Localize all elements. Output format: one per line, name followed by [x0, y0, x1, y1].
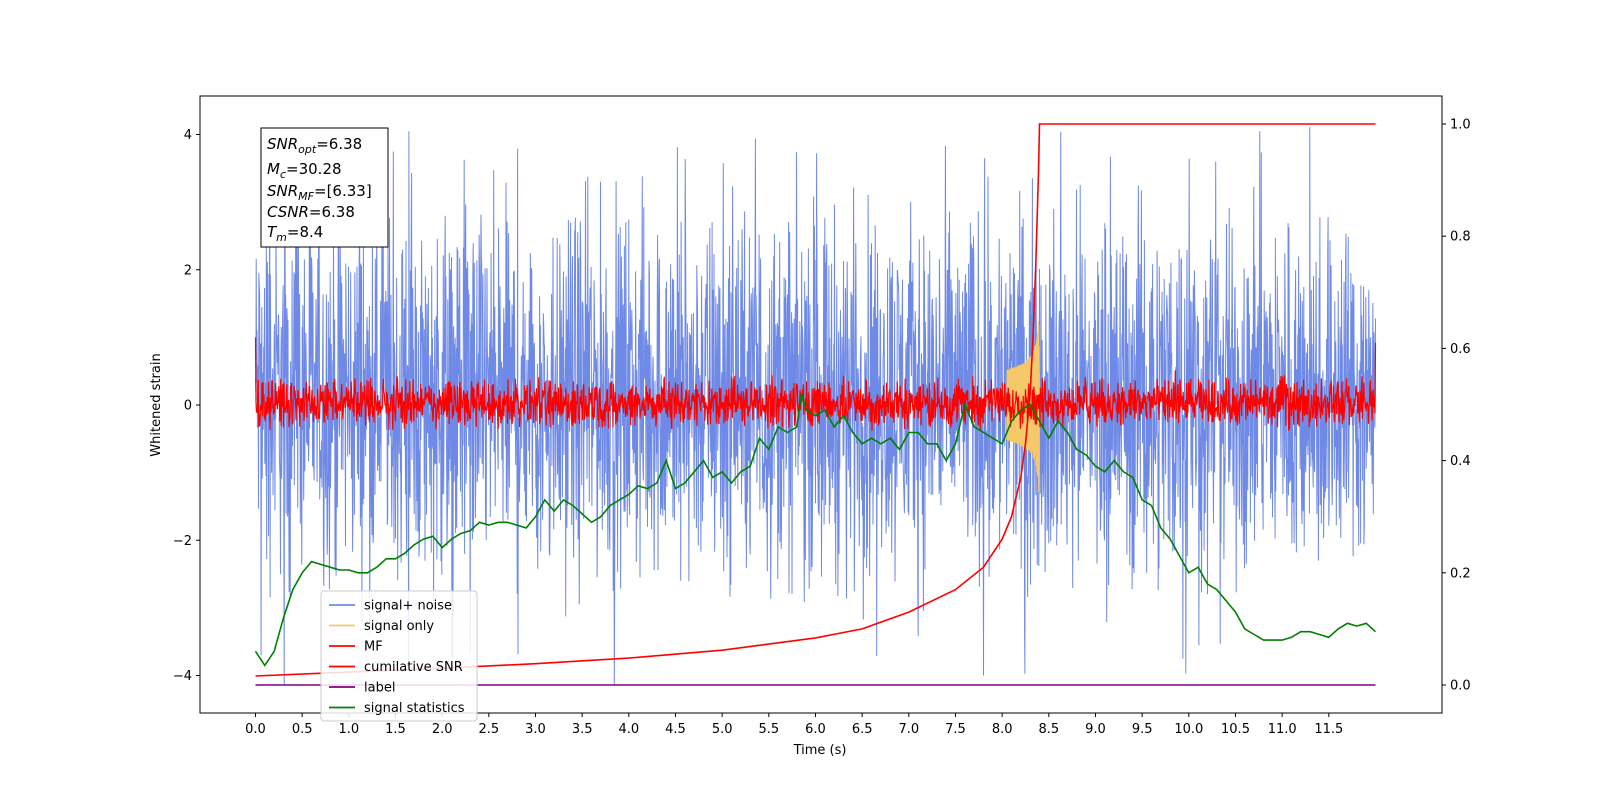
info-box-frame — [260, 127, 389, 248]
x-tick-label: 3.5 — [572, 722, 593, 737]
x-tick-label: 9.0 — [1085, 722, 1106, 737]
x-tick-label: 10.0 — [1174, 722, 1203, 737]
y2-tick-label: 1.0 — [1450, 118, 1471, 133]
x-tick-label: 11.5 — [1314, 722, 1343, 737]
series-signal-noise — [255, 127, 1376, 686]
legend-label: signal statistics — [364, 701, 465, 716]
x-tick-label: 11.0 — [1268, 722, 1297, 737]
series-mf — [254, 337, 1377, 431]
x-tick-label: 4.5 — [665, 722, 686, 737]
x-tick-label: 9.5 — [1132, 722, 1153, 737]
info-csnr: CSNR=6.38 — [267, 203, 355, 221]
y2-tick-label: 0.8 — [1450, 230, 1471, 245]
series-signal-statistics — [254, 393, 1377, 667]
legend-label: label — [364, 681, 395, 696]
x-tick-label: 2.0 — [432, 722, 453, 737]
series-cumulative-snr — [255, 123, 1376, 677]
y-tick-label: −4 — [173, 669, 192, 684]
x-tick-label: 0.5 — [292, 722, 313, 737]
legend-label: signal only — [364, 619, 434, 634]
x-tick-label: 0.0 — [245, 722, 266, 737]
x-tick-label: 7.0 — [898, 722, 919, 737]
y-tick-label: 4 — [184, 128, 192, 143]
x-tick-label: 8.5 — [1038, 722, 1059, 737]
info-tm: Tm=8.4 — [267, 223, 323, 244]
y-axis-label: Whitened strain — [149, 353, 164, 456]
x-tick-label: 10.5 — [1221, 722, 1250, 737]
x-tick-label: 6.5 — [852, 722, 873, 737]
y-tick-label: −2 — [173, 534, 192, 549]
y2-tick-label: 0.4 — [1450, 454, 1471, 469]
y-axis-left: −4 −2 0 2 4 — [173, 128, 200, 684]
legend-label: signal+ noise — [364, 599, 452, 614]
plot-area — [254, 123, 1377, 686]
x-tick-label: 2.5 — [478, 722, 499, 737]
info-snr-mf: SNRMF=[6.33] — [267, 182, 372, 203]
x-tick-label: 1.5 — [385, 722, 406, 737]
x-tick-label: 3.0 — [525, 722, 546, 737]
x-tick-label: 6.0 — [805, 722, 826, 737]
series-signal-only — [1006, 321, 1040, 493]
y2-tick-label: 0.6 — [1450, 342, 1471, 357]
info-box: SNRopt=6.38 Mc=30.28 SNRMF=[6.33] CSNR=6… — [260, 127, 389, 248]
y2-tick-label: 0.2 — [1450, 566, 1471, 581]
legend-label: MF — [364, 640, 383, 655]
x-tick-label: 5.0 — [712, 722, 733, 737]
x-tick-label: 8.0 — [992, 722, 1013, 737]
info-snr-opt: SNRopt=6.38 — [267, 135, 362, 156]
x-tick-label: 4.0 — [618, 722, 639, 737]
legend-frame — [320, 590, 478, 722]
legend-label: cumilative SNR — [364, 660, 463, 675]
x-tick-label: 7.5 — [945, 722, 966, 737]
y-tick-label: 2 — [184, 263, 192, 278]
info-mc: Mc=30.28 — [267, 160, 342, 181]
x-axis: 0.0 0.5 1.0 1.5 2.0 2.5 3.0 3.5 4.0 4.5 5.0 5.5 6.0 6… — [245, 713, 1343, 737]
x-axis-label: Time (s) — [793, 743, 847, 758]
y2-tick-label: 0.0 — [1450, 679, 1471, 694]
legend: signal+ noise signal only MF cumilative SNR… — [320, 590, 478, 722]
y-tick-label: 0 — [184, 399, 192, 414]
y-axis-right: 0.0 0.2 0.4 0.6 0.8 1.0 — [1442, 118, 1471, 694]
x-tick-label: 5.5 — [758, 722, 779, 737]
x-tick-label: 1.0 — [338, 722, 359, 737]
